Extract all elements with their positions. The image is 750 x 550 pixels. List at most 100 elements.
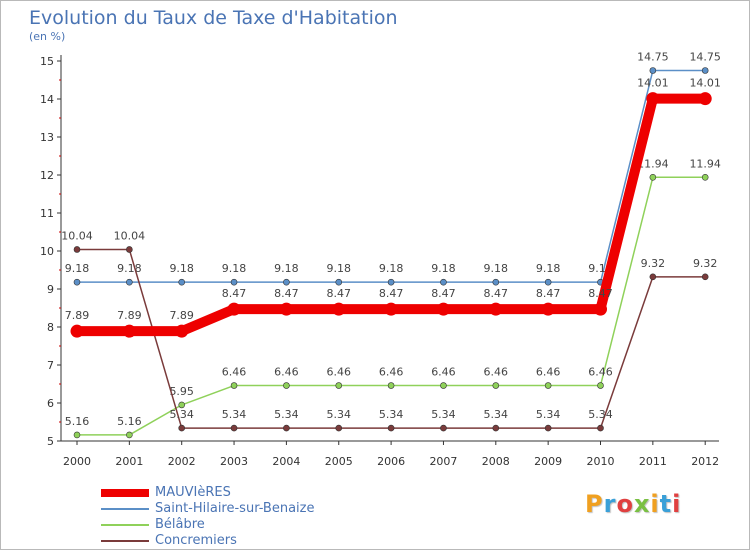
logo-letter: i bbox=[672, 490, 682, 518]
y-tick-label: 5 bbox=[47, 435, 54, 448]
legend-item-saint-hilaire: Saint-Hilaire-sur-Benaize bbox=[101, 501, 315, 517]
legend-item-concremiers: Concremiers bbox=[101, 533, 315, 549]
data-point bbox=[387, 424, 395, 432]
data-label: 5.34 bbox=[327, 408, 352, 421]
data-label: 9.18 bbox=[117, 262, 142, 275]
data-label: 7.89 bbox=[169, 309, 194, 322]
y-tick-label: 8 bbox=[47, 321, 54, 334]
data-point bbox=[178, 401, 185, 409]
chart-title: Evolution du Taux de Taxe d'Habitation bbox=[29, 7, 398, 29]
y-tick-label: 10 bbox=[40, 245, 54, 258]
data-point bbox=[387, 278, 395, 286]
data-label: 9.18 bbox=[169, 262, 194, 275]
legend-swatch bbox=[101, 489, 149, 497]
legend-swatch bbox=[101, 508, 149, 510]
data-point bbox=[701, 273, 709, 281]
data-label: 6.46 bbox=[484, 366, 509, 379]
legend-label: Saint-Hilaire-sur-Benaize bbox=[155, 501, 315, 516]
data-point bbox=[384, 302, 398, 316]
data-label: 6.46 bbox=[327, 366, 352, 379]
proxiti-logo: Proxiti bbox=[585, 490, 681, 518]
legend-swatch bbox=[101, 524, 149, 526]
data-point bbox=[492, 382, 500, 389]
data-label: 5.34 bbox=[431, 408, 456, 421]
data-label: 9.32 bbox=[641, 257, 666, 270]
data-label: 6.46 bbox=[588, 366, 613, 379]
data-label: 11.94 bbox=[689, 157, 721, 170]
data-point bbox=[335, 424, 343, 432]
data-point bbox=[492, 424, 500, 432]
y-tick-label: 13 bbox=[40, 131, 54, 144]
data-point bbox=[122, 324, 136, 338]
data-label: 9.18 bbox=[484, 262, 509, 275]
data-point bbox=[178, 424, 185, 432]
data-point bbox=[387, 382, 395, 389]
data-point bbox=[698, 92, 712, 106]
data-point bbox=[279, 302, 293, 316]
data-point bbox=[283, 278, 290, 286]
data-point bbox=[283, 382, 290, 389]
data-label: 5.34 bbox=[484, 408, 509, 421]
data-label: 6.46 bbox=[222, 366, 247, 379]
x-tick-label: 2007 bbox=[429, 455, 457, 468]
data-label: 5.34 bbox=[588, 408, 613, 421]
legend-item-belabre: Bélâbre bbox=[101, 517, 315, 533]
data-label: 5.34 bbox=[222, 408, 247, 421]
data-label: 9.18 bbox=[431, 262, 456, 275]
data-label: 5.34 bbox=[169, 408, 194, 421]
data-point bbox=[227, 302, 241, 316]
data-point bbox=[73, 431, 81, 439]
data-point bbox=[436, 302, 450, 316]
x-tick-label: 2010 bbox=[587, 455, 615, 468]
data-point bbox=[126, 246, 133, 253]
data-point bbox=[175, 324, 189, 338]
legend-item-mauvieres: MAUVIèRES bbox=[101, 485, 315, 501]
data-label: 7.89 bbox=[117, 309, 142, 322]
data-label: 9.18 bbox=[379, 262, 404, 275]
x-tick-label: 2000 bbox=[63, 455, 91, 468]
data-point bbox=[649, 273, 657, 281]
x-tick-label: 2011 bbox=[639, 455, 667, 468]
data-point bbox=[597, 424, 604, 432]
data-point bbox=[335, 278, 343, 286]
y-tick-label: 12 bbox=[40, 169, 54, 182]
data-label: 8.47 bbox=[431, 287, 456, 300]
x-tick-label: 2003 bbox=[220, 455, 248, 468]
data-label: 14.01 bbox=[689, 77, 721, 90]
data-label: 5.34 bbox=[274, 408, 299, 421]
y-tick-label: 9 bbox=[47, 283, 54, 296]
y-tick-label: 7 bbox=[47, 359, 54, 372]
data-point bbox=[649, 173, 657, 181]
x-tick-label: 2001 bbox=[115, 455, 143, 468]
data-label: 9.18 bbox=[274, 262, 299, 275]
data-point bbox=[332, 302, 346, 316]
data-label: 6.46 bbox=[379, 366, 404, 379]
data-point bbox=[178, 278, 185, 286]
data-label: 6.46 bbox=[536, 366, 561, 379]
data-label: 8.47 bbox=[588, 287, 613, 300]
data-label: 9.32 bbox=[693, 257, 718, 270]
data-label: 9.18 bbox=[327, 262, 352, 275]
data-label: 10.04 bbox=[61, 229, 93, 242]
data-point bbox=[489, 302, 503, 316]
data-label: 5.16 bbox=[117, 415, 142, 428]
data-label: 8.47 bbox=[379, 287, 404, 300]
logo-letter: P bbox=[585, 490, 604, 518]
data-label: 14.75 bbox=[637, 51, 669, 64]
data-point bbox=[544, 278, 552, 286]
y-tick-label: 14 bbox=[40, 93, 54, 106]
data-point bbox=[230, 424, 238, 432]
y-tick-label: 11 bbox=[40, 207, 54, 220]
x-tick-label: 2012 bbox=[691, 455, 719, 468]
data-point bbox=[544, 382, 552, 389]
data-point bbox=[126, 278, 133, 286]
x-tick-label: 2006 bbox=[377, 455, 405, 468]
data-point bbox=[649, 67, 657, 74]
x-tick-label: 2002 bbox=[168, 455, 196, 468]
data-label: 9.18 bbox=[536, 262, 561, 275]
data-point bbox=[283, 424, 290, 432]
data-label: 9.18 bbox=[65, 262, 90, 275]
chart-unit: (en %) bbox=[29, 30, 66, 43]
